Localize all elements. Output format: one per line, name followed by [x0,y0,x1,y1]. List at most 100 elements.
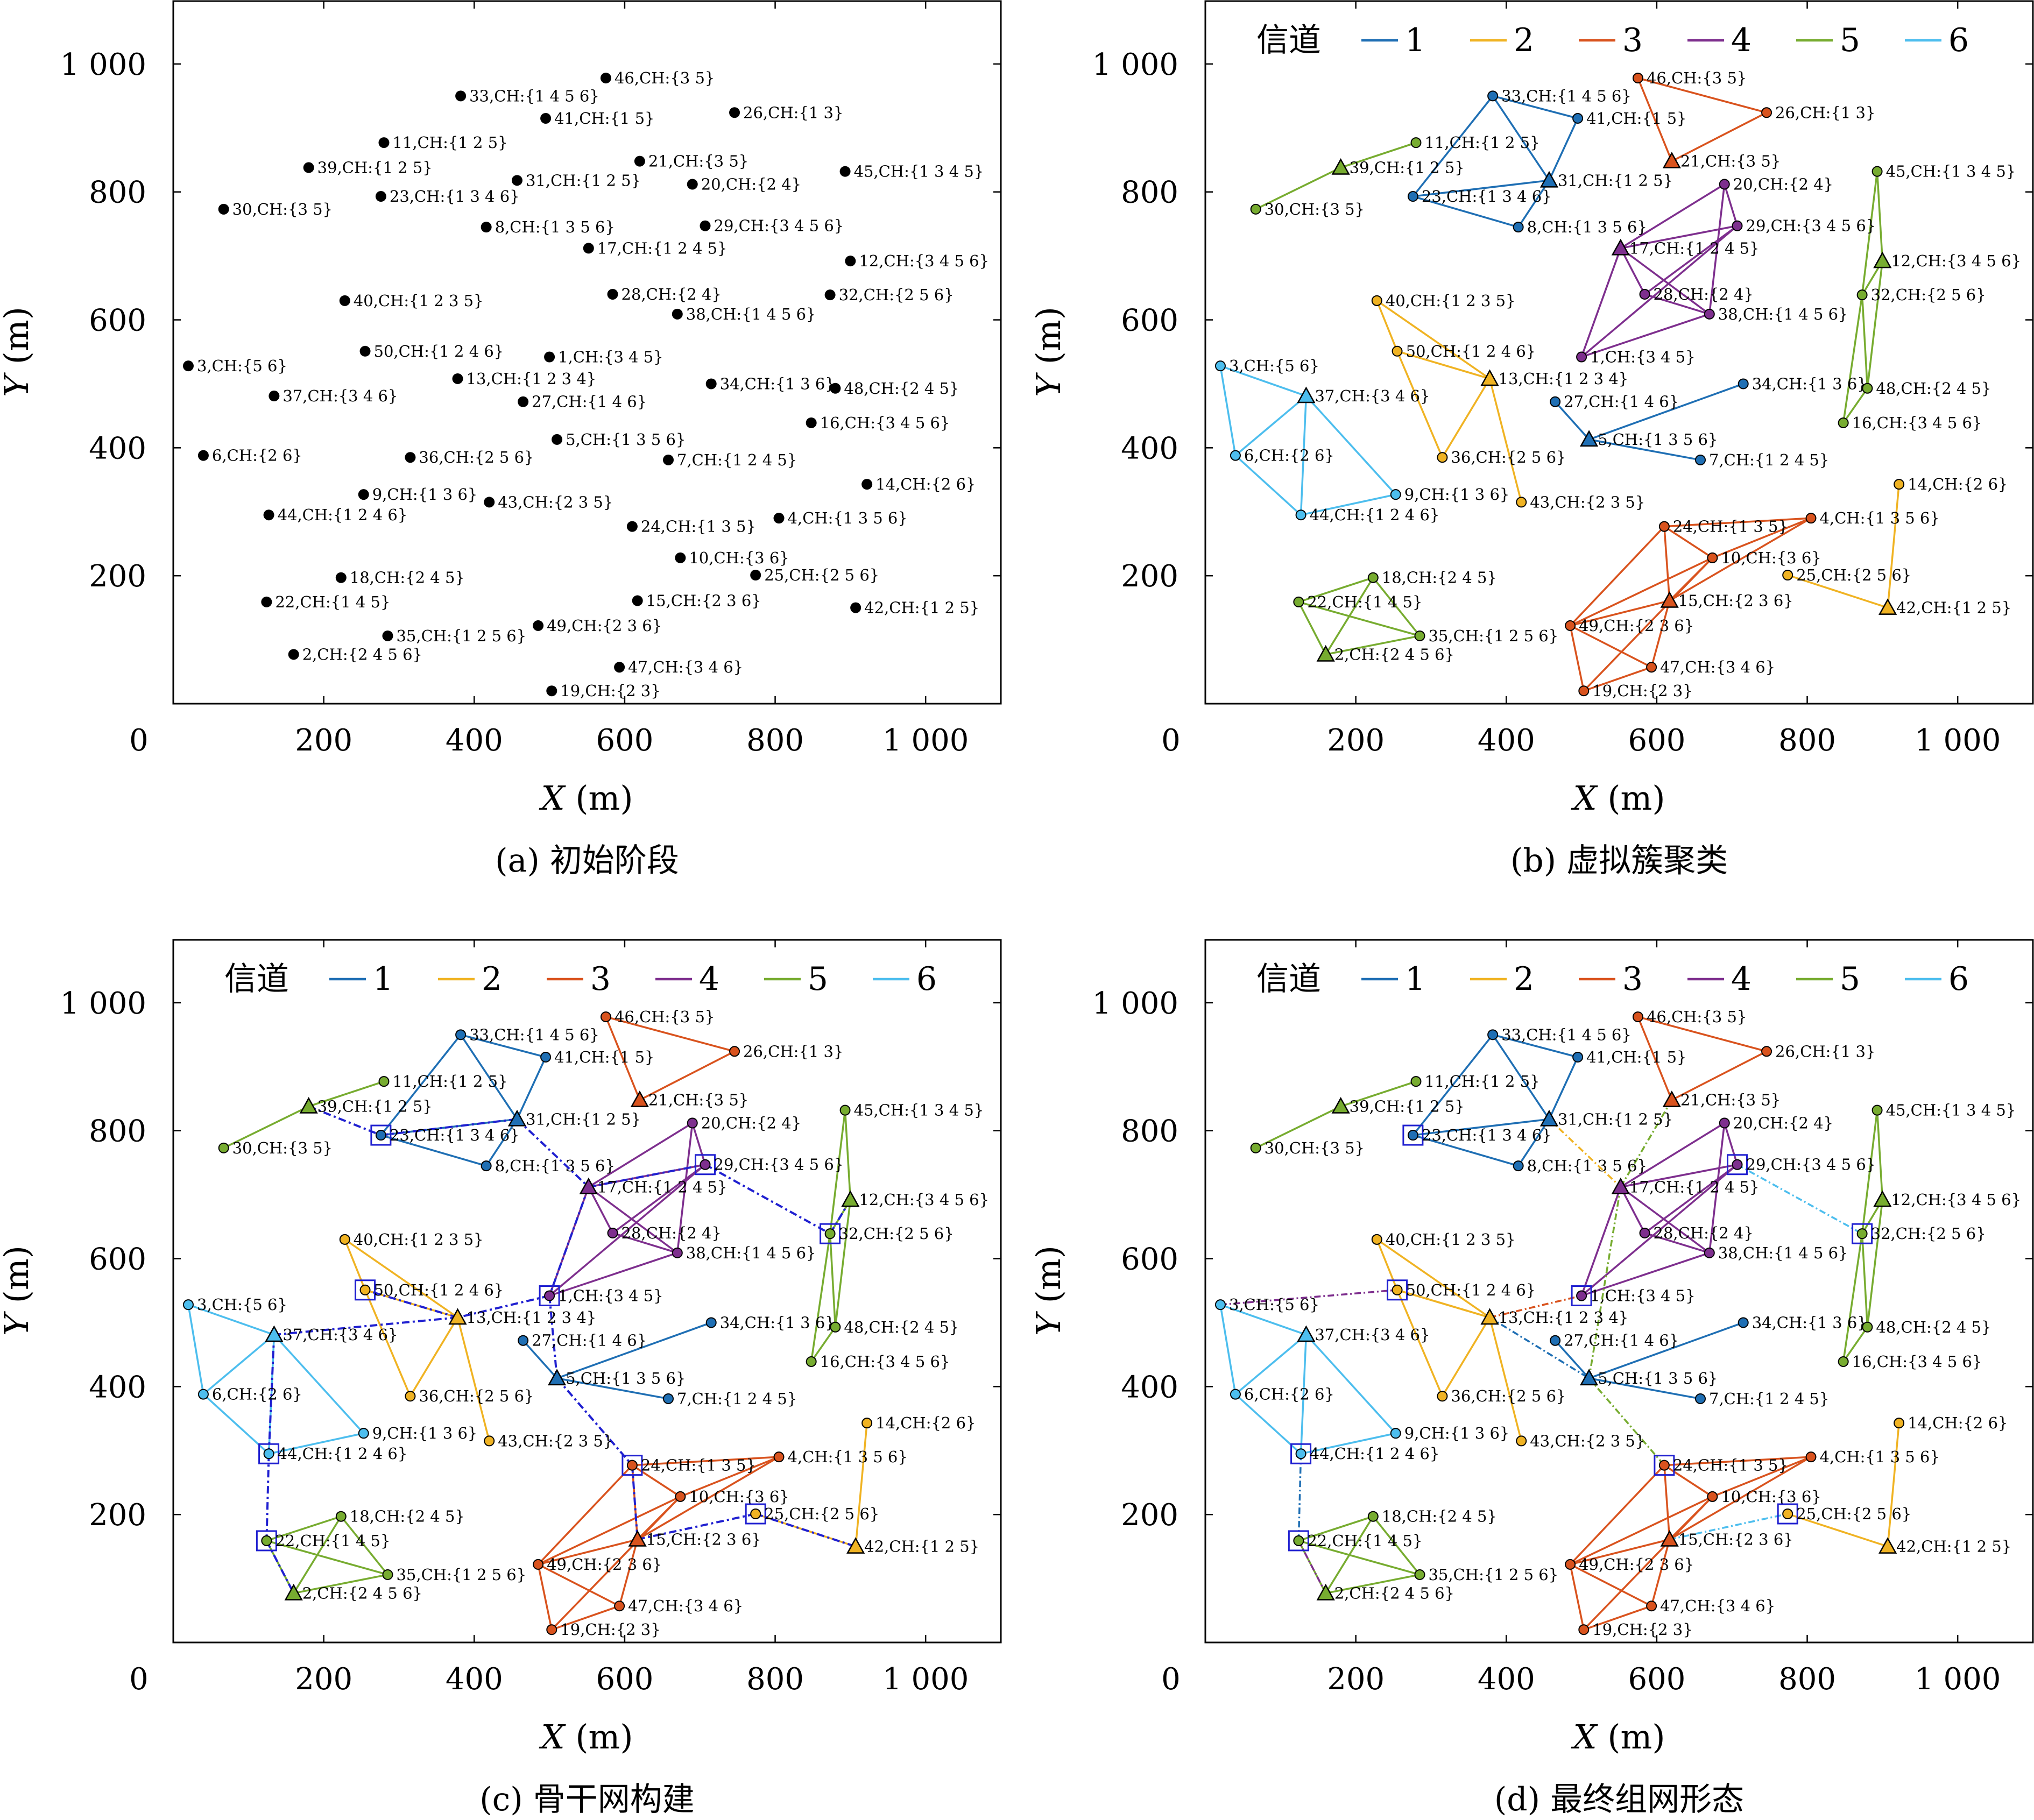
node-label: 27,CH:{1 4 6} [1564,1332,1679,1350]
cluster-head-marker [1579,430,1599,447]
node-marker [1407,191,1418,202]
cluster-link-ch3 [1637,1016,1673,1101]
node-label: 43,CH:{2 3 5} [498,493,613,511]
node-label: 1,CH:{3 4 5} [1590,1287,1696,1305]
y-tick-label: 800 [1121,175,1178,210]
node-marker [1550,396,1561,407]
node-marker [1371,295,1382,306]
gateway-marker [1571,1285,1592,1307]
cluster-link-ch3 [1583,557,1713,692]
node-marker [1632,1011,1643,1023]
node-label: 30,CH:{3 5} [1265,200,1365,218]
node-marker [614,1601,625,1612]
node-label: 1,CH:{3 4 5} [1590,348,1696,366]
node-label: 28,CH:{2 4} [1654,285,1754,303]
node-label: 10,CH:{3 6} [689,549,789,567]
cluster-head-marker [1316,645,1335,662]
node-label: 41,CH:{1 5} [1586,1048,1686,1066]
node-marker [359,345,371,357]
backbone-link-ch2 [1548,1118,1622,1188]
cluster-link-ch5 [266,1540,388,1576]
node-marker [358,489,369,500]
node-label: 40,CH:{1 2 3 5} [1386,1230,1516,1249]
gateway-marker [1288,1530,1309,1552]
gateway-marker [622,1455,643,1476]
cluster-link-ch3 [605,1016,735,1052]
cluster-head-marker [1660,591,1679,608]
node-marker [1862,383,1873,394]
x-tick-label: 800 [1778,1662,1836,1697]
cluster-link-ch5 [1866,1199,1884,1327]
node-label: 18,CH:{2 4 5} [350,1507,465,1526]
x-tick-label: 400 [1478,1662,1535,1697]
cluster-link-ch5 [1861,295,1869,388]
node-label: 31,CH:{1 2 5} [526,171,641,189]
gateway-marker [370,1124,392,1146]
cluster-link-ch3 [1570,1538,1670,1566]
node-label: 23,CH:{1 3 4 6} [1422,187,1552,206]
cluster-head-marker [846,1537,865,1554]
cluster-link-ch2 [1441,1317,1491,1397]
cluster-link-ch3 [537,1464,633,1566]
node-marker [1410,1076,1422,1087]
node-marker [382,1569,393,1580]
node-label: 48,CH:{2 4 5} [844,1318,959,1336]
node-label: 3,CH:{5 6} [1229,357,1319,375]
gateway-marker [1727,1154,1748,1175]
x-axis-label: X (m) [539,1717,633,1757]
node-label: 47,CH:{3 4 6} [1660,658,1775,676]
node-label: 18,CH:{2 4 5} [350,569,465,587]
node-label: 17,CH:{1 2 4 5} [597,239,728,257]
y-axis-label-var: Y [0,1311,36,1336]
node-label: 14,CH:{2 6} [875,1414,976,1432]
node-marker [1704,308,1715,320]
backbone-link [274,1316,458,1336]
node-marker [1761,1046,1772,1057]
cluster-link-ch2 [344,1238,458,1319]
node-label: 11,CH:{1 2 5} [392,133,507,152]
node-marker [672,1247,683,1258]
cluster-link-ch4 [1644,1164,1738,1234]
cluster-link-ch4 [1581,313,1710,358]
legend-title: 信道 [1256,960,1321,998]
node-marker [1410,137,1422,148]
cluster-link-ch3 [1650,600,1671,668]
panel-caption: (b) 虚拟簇聚类 [1510,842,1728,880]
cluster-head-marker [630,1090,649,1107]
cluster-link-ch4 [1581,1252,1710,1297]
node-marker [359,1284,371,1295]
legend-label-ch5: 5 [808,960,828,998]
node-marker [729,107,740,118]
edge-layer [187,1016,868,1631]
node-label: 26,CH:{1 3} [743,1042,843,1060]
x-tick-label: 200 [295,723,352,758]
node-marker [614,662,625,673]
cluster-link-ch6 [1300,395,1308,515]
edge-layer [1219,77,1900,692]
node-label: 50,CH:{1 2 4 6} [374,342,504,360]
node-label: 15,CH:{2 3 6} [646,592,761,610]
cluster-link-ch4 [588,1122,693,1188]
node-label: 17,CH:{1 2 4 5} [1629,1178,1760,1196]
node-label: 11,CH:{1 2 5} [1424,1072,1539,1090]
y-tick-label: 800 [89,1114,146,1149]
cluster-link-ch3 [632,1456,779,1467]
node-marker [452,373,463,384]
node-marker [626,1460,638,1471]
node-marker [1437,1391,1448,1402]
cluster-link-ch3 [1569,526,1665,627]
node-marker [824,289,836,301]
node-label: 45,CH:{1 3 4 5} [854,1101,984,1120]
cluster-link-ch4 [1620,183,1725,249]
legend-label-ch2: 2 [1514,22,1534,59]
node-marker [263,509,274,521]
cluster-link-ch2 [409,1317,459,1397]
node-marker [405,452,416,463]
cluster-link-ch3 [1569,1464,1665,1566]
cluster-link-ch3 [551,1496,681,1631]
gateway-marker [820,1223,841,1244]
cluster-head-marker [1480,369,1499,386]
backbone-link [631,1465,639,1540]
node-marker [729,1046,740,1057]
node-label: 4,CH:{1 3 5 6} [1820,1448,1940,1466]
